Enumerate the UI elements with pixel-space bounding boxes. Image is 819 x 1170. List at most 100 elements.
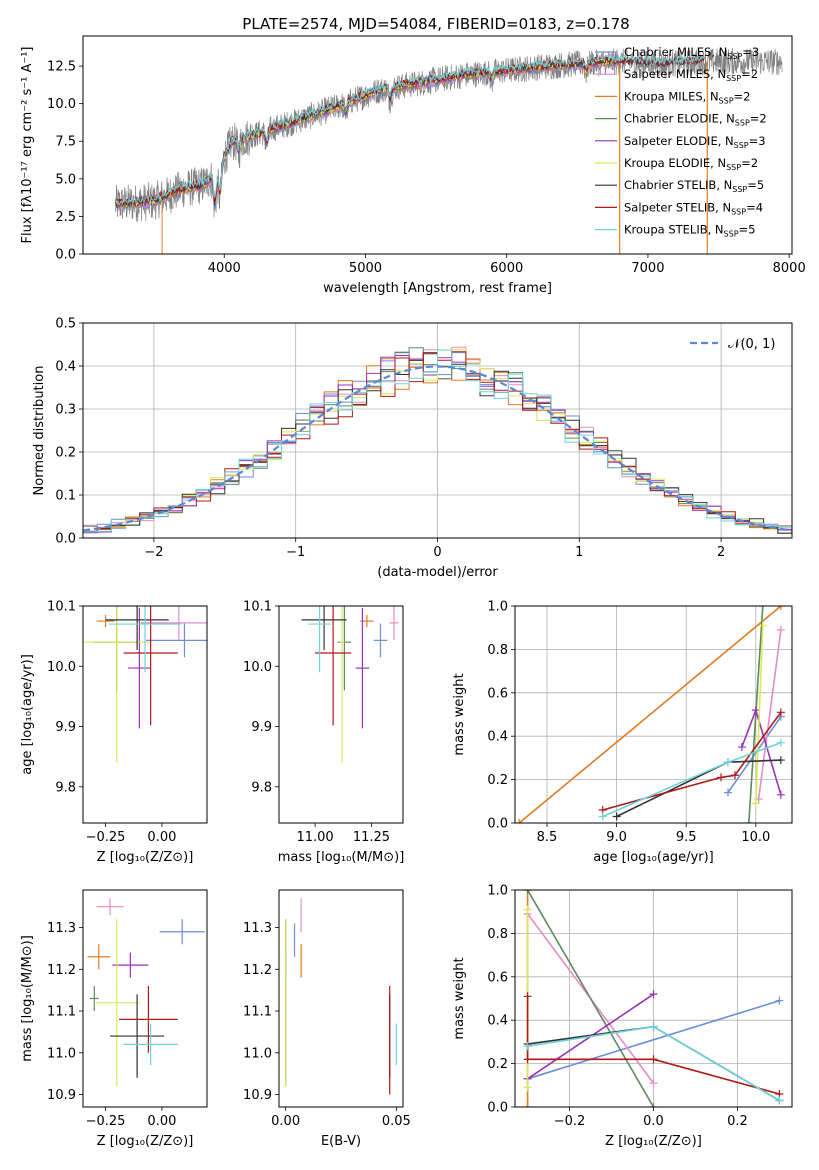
- panel-mass_weight_vs_age: 8.5 9.0 9.5 10.0 0.0 0.2 0.4 0.6 0.8 1.0 age [log₁…: [452, 600, 793, 865]
- series-kroupa-stelib: [598, 738, 785, 821]
- series-salpeter-stelib: [523, 992, 784, 1098]
- error-point-chabrier-miles: [159, 919, 205, 945]
- series-chabrier-elodie: [523, 890, 658, 1107]
- data-point-marker: [730, 771, 739, 780]
- data-point-marker: [776, 790, 785, 799]
- plot-area-mass_weight_vs_age: [515, 606, 785, 823]
- y-tick-label: 0.2: [55, 446, 76, 461]
- x-tick-label: 0: [433, 545, 441, 560]
- data-point-marker: [523, 1083, 532, 1092]
- series-salpeter-miles: [754, 625, 785, 804]
- data-point-marker: [649, 1079, 658, 1088]
- x-tick-label: 10.0: [741, 830, 770, 845]
- data-point-marker: [744, 819, 753, 823]
- x-tick-label: 9.0: [606, 830, 627, 845]
- error-point-kroupa-stelib: [123, 1023, 178, 1066]
- data-point-marker: [515, 819, 524, 823]
- series-line: [518, 606, 782, 823]
- legend-entry: Kroupa STELIB, NSSP=5: [624, 223, 755, 239]
- axes-frame: [82, 889, 208, 1108]
- error-point-kroupa-stelib: [308, 606, 331, 673]
- plot-area-age_vs_Z: [83, 606, 207, 763]
- x-tick-label: −0.2: [554, 1114, 586, 1129]
- y-tick-label: 10.1: [243, 600, 272, 615]
- axes-frame: [82, 605, 208, 824]
- plot-area-residuals: [83, 346, 792, 534]
- y-tick-label: 0.8: [487, 643, 508, 658]
- series-line: [727, 716, 782, 794]
- legend-entry: Kroupa MILES, NSSP=2: [624, 89, 750, 105]
- panel-age_vs_mass: 11.00 11.25 9.8 9.9 10.0 10.1 mass [log₁₀(M/M⊙…: [243, 600, 405, 866]
- plot-area-mass_vs_Z: [87, 898, 205, 1087]
- error-point-salpeter-miles: [96, 898, 124, 916]
- x-tick-label: 0.2: [727, 1114, 748, 1129]
- legend-entry: Salpeter STELIB, NSSP=4: [624, 200, 763, 216]
- data-point-marker: [723, 758, 732, 767]
- y-tick-label: 0.8: [487, 927, 508, 942]
- panel-mass_vs_ebv: 0.00 0.05 10.9 11.0 11.1 11.2 11.3 E(B-V): [243, 889, 411, 1149]
- series-line: [527, 999, 780, 1080]
- y-tick-label: 0.5: [55, 317, 76, 332]
- data-point-marker: [758, 621, 767, 630]
- y-tick-label: 11.0: [47, 1046, 76, 1061]
- error-point-kroupa-miles: [87, 944, 111, 970]
- x-tick-label: 2: [717, 545, 725, 560]
- error-point-salpeter-stelib: [119, 985, 178, 1053]
- y-tick-label: 11.2: [47, 963, 76, 978]
- x-axis-label: Z [log₁₀(Z/Z⊙)]: [97, 850, 194, 865]
- error-point-chabrier-stelib: [105, 606, 169, 651]
- legend-entry: Salpeter MILES, NSSP=2: [624, 67, 758, 83]
- y-axis-label: Normed distribution: [32, 366, 47, 496]
- y-tick-label: 5.0: [55, 172, 76, 187]
- data-point-marker: [523, 992, 532, 1001]
- data-point-marker: [598, 812, 607, 821]
- x-tick-label: −0.25: [86, 830, 126, 845]
- y-tick-label: 9.8: [55, 780, 76, 795]
- data-point-marker: [649, 1055, 658, 1064]
- data-point-marker: [776, 738, 785, 747]
- data-point-marker: [523, 1103, 532, 1107]
- y-axis-label: mass [log₁₀(M/M⊙)]: [20, 935, 35, 1062]
- x-axis-label: E(B-V): [321, 1134, 361, 1149]
- series-line: [526, 890, 655, 1107]
- panel-residuals: −2 −1 0 1 2 0.0 0.1 0.2 0.3 0.4 0.5 (data-model)/er…: [32, 317, 793, 580]
- data-point-marker: [775, 996, 784, 1005]
- y-tick-label: 0.2: [487, 1057, 508, 1072]
- y-tick-label: 0.3: [55, 403, 76, 418]
- legend-entry: Chabrier STELIB, NSSP=5: [624, 178, 764, 194]
- series-salpeter-elodie: [737, 706, 785, 799]
- y-tick-label: 11.3: [47, 921, 76, 936]
- data-point-marker: [751, 706, 760, 715]
- series-line: [526, 996, 780, 1095]
- series-line: [602, 711, 782, 811]
- x-tick-label: 0.00: [147, 830, 176, 845]
- y-tick-label: 11.2: [243, 963, 272, 978]
- x-tick-label: 9.5: [676, 830, 697, 845]
- x-axis-label: mass [log₁₀(M/M⊙)]: [278, 850, 405, 865]
- y-axis-label: Flux [fλ10⁻¹⁷ erg cm⁻² s⁻¹ A⁻¹]: [20, 47, 35, 244]
- series-line: [748, 606, 764, 823]
- error-point-salpeter-miles: [140, 606, 207, 640]
- x-tick-label: −2: [144, 545, 163, 560]
- data-point-marker: [523, 890, 532, 894]
- data-point-marker: [758, 606, 767, 610]
- data-point-marker: [523, 905, 532, 914]
- axes-frame: [278, 889, 404, 1108]
- x-tick-label: 4000: [208, 261, 241, 276]
- y-tick-label: 0.4: [55, 360, 76, 375]
- y-tick-label: 10.0: [47, 660, 76, 675]
- data-point-marker: [776, 606, 785, 610]
- data-point-marker: [523, 1042, 532, 1051]
- y-tick-label: 0.6: [487, 686, 508, 701]
- axes-frame: [514, 605, 793, 824]
- legend-entry: Salpeter ELODIE, NSSP=3: [624, 134, 766, 150]
- x-tick-label: 0.05: [382, 1114, 411, 1129]
- y-axis-label: mass weight: [452, 673, 467, 755]
- error-point-salpeter-miles: [389, 606, 399, 640]
- series-salpeter-stelib: [598, 708, 785, 814]
- x-tick-label: 5000: [349, 261, 382, 276]
- y-tick-label: 10.9: [243, 1088, 272, 1103]
- histogram-kroupa-stelib: [83, 349, 792, 533]
- axes-frame: [82, 35, 793, 255]
- data-point-marker: [612, 812, 621, 821]
